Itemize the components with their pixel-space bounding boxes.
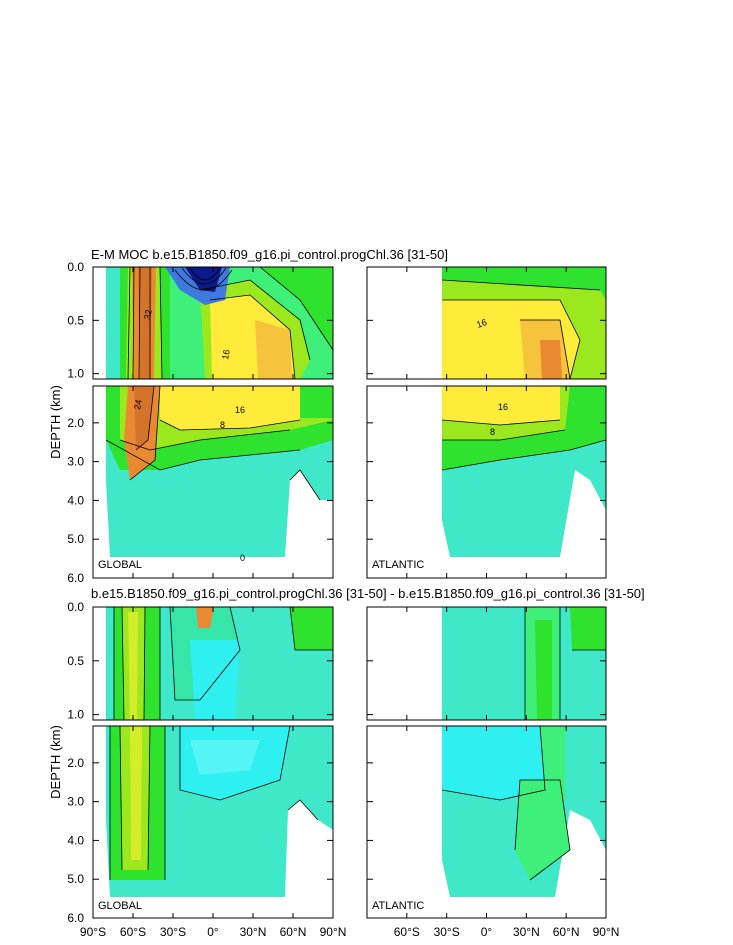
x-tick-label: 0°: [481, 925, 493, 939]
diff-atlantic-lower-contours: [441, 726, 571, 881]
bottom-title: b.e15.B1850.f09_g16.pi_control.progChl.3…: [91, 586, 645, 601]
contour-value-labels: 16 16 8 24 32 0 16 8 16: [132, 309, 508, 563]
contour-label: 24: [132, 399, 144, 411]
x-tick-label: 90°S: [80, 925, 106, 939]
y-tick-label: 0.0: [67, 600, 84, 614]
y-tick-label: 3.0: [67, 455, 84, 469]
y-tick-label: 4.0: [67, 833, 84, 847]
contour-label: 32: [142, 309, 154, 321]
contour-label: 16: [498, 402, 508, 412]
global-lower-contours: [105, 386, 321, 501]
x-tick-label: 30°S: [434, 925, 460, 939]
global-upper-field: [93, 267, 333, 379]
y-tick-label: 5.0: [67, 872, 84, 886]
contour-label: 0: [240, 553, 245, 563]
diff-global-lower-field: [93, 726, 333, 918]
atlantic-lower-field: [367, 386, 606, 578]
x-tick-label: 60°N: [280, 925, 307, 939]
atlantic-upper-field: [367, 267, 606, 379]
panel-label-global-top: GLOBAL: [98, 559, 142, 571]
top-title: E-M MOC b.e15.B1850.f09_g16.pi_control.p…: [91, 247, 448, 262]
x-tick-label: 60°N: [553, 925, 580, 939]
diff-global-upper-field: [93, 607, 333, 720]
x-tick-label: 30°N: [240, 925, 267, 939]
atlantic-upper-contours: [441, 279, 601, 379]
diff-atlantic-upper-contours: [524, 607, 606, 720]
panel-label-global-bottom: GLOBAL: [98, 900, 142, 912]
x-tick-label: 90°N: [320, 925, 347, 939]
contour-label: 16: [235, 405, 245, 415]
ylabel-top: DEPTH (km): [48, 385, 63, 459]
diff-global-upper-contours: [113, 607, 333, 720]
axes-layer: 0.0 0.5 1.0 2.0 3.0 4.0 5.0 6.0 0.0 0.5 1.0 2.0 3.0 4…: [67, 260, 619, 939]
atlantic-lower-contours: [441, 419, 606, 471]
y-tick-label: 2.0: [67, 756, 84, 770]
global-upper-contours: [127, 267, 333, 379]
x-tick-label: 90°N: [593, 925, 620, 939]
contour-label: 16: [220, 349, 232, 361]
contour-label: 8: [490, 427, 495, 437]
y-tick-label: 1.0: [67, 708, 84, 722]
x-tick-label: 30°N: [513, 925, 540, 939]
y-tick-label: 6.0: [67, 911, 84, 925]
contour-label: 8: [220, 420, 225, 430]
x-tick-label: 0°: [207, 925, 219, 939]
y-tick-label: 4.0: [67, 493, 84, 507]
diff-atlantic-lower-field: [367, 726, 606, 918]
y-tick-label: 1.0: [67, 367, 84, 381]
y-tick-label: 0.0: [67, 260, 84, 274]
x-tick-label: 60°S: [120, 925, 146, 939]
diff-atlantic-upper-field: [367, 607, 606, 720]
y-tick-label: 6.0: [67, 571, 84, 585]
y-tick-label: 0.5: [67, 654, 84, 668]
global-lower-field: [93, 386, 333, 578]
y-tick-label: 2.0: [67, 416, 84, 430]
y-tick-label: 0.5: [67, 313, 84, 327]
ylabel-bottom: DEPTH (km): [48, 725, 63, 799]
y-tick-label: 5.0: [67, 532, 84, 546]
panel-label-atlantic-bottom: ATLANTIC: [372, 900, 424, 912]
panel-label-atlantic-top: ATLANTIC: [372, 559, 424, 571]
contour-label: 16: [475, 317, 488, 330]
diff-global-lower-contours: [109, 726, 319, 880]
y-tick-label: 3.0: [67, 795, 84, 809]
x-tick-label: 60°S: [394, 925, 420, 939]
x-tick-label: 30°S: [160, 925, 186, 939]
